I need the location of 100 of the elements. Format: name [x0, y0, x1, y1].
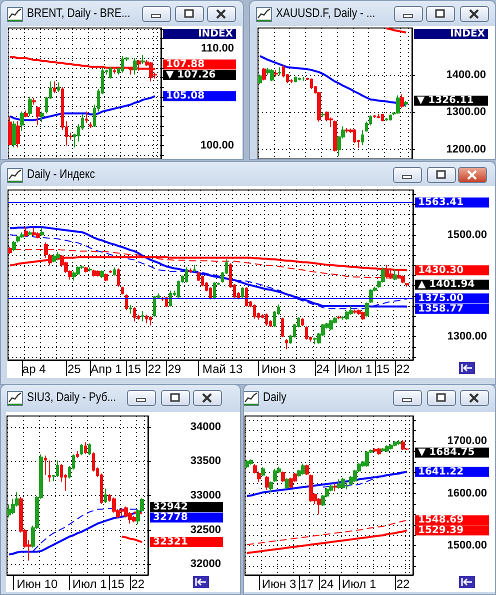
candlestick	[129, 304, 132, 314]
candlestick	[285, 338, 288, 350]
x-tick-label: 17	[300, 577, 314, 591]
candlestick	[189, 268, 192, 274]
candlestick	[404, 100, 408, 108]
candlestick	[298, 77, 301, 81]
candlestick	[197, 271, 200, 282]
candlestick	[294, 76, 297, 83]
candlestick	[117, 268, 120, 288]
candlestick	[52, 254, 56, 263]
x-tick-label: 24	[320, 577, 334, 591]
ref-line-label: 1375.00	[418, 292, 464, 304]
data-label: 32321	[153, 536, 188, 548]
candlestick	[72, 270, 76, 282]
candlestick	[269, 480, 273, 492]
y-tick-label: 1300.00	[447, 330, 487, 343]
candlestick	[345, 127, 349, 134]
candlestick	[16, 120, 20, 148]
candlestick	[249, 458, 253, 466]
candlestick	[309, 474, 313, 502]
text: ▲ 1401.94	[418, 279, 475, 290]
candlestick	[36, 106, 40, 126]
x-tick-label: ар 4	[22, 362, 46, 376]
data-label: 107.88	[166, 58, 205, 70]
candlestick	[310, 78, 313, 90]
candlestick	[381, 447, 385, 452]
candlestick	[169, 290, 172, 308]
line-series	[246, 529, 408, 554]
candlestick	[84, 442, 87, 454]
candlestick	[185, 266, 188, 284]
text: ▼ 1326.11	[417, 95, 474, 106]
x-tick-label: 22	[148, 362, 162, 376]
candlestick	[193, 264, 196, 272]
x-tick-label: Июн 3	[262, 362, 296, 376]
candlestick	[20, 232, 24, 238]
y-tick-label: 1200.00	[446, 144, 486, 156]
x-tick-label: 22	[396, 577, 410, 591]
candlestick	[24, 226, 28, 238]
data-label: 1358.77	[418, 303, 464, 314]
candlestick	[109, 270, 112, 274]
line-series	[246, 520, 408, 546]
candlestick	[32, 97, 36, 106]
x-tick-label: Июн 10	[16, 577, 58, 591]
y-tick-label: 100.00	[200, 139, 234, 152]
candlestick	[113, 266, 116, 276]
chart-title: BRENT, Daily - BRE...	[27, 6, 130, 20]
candlestick	[120, 507, 124, 517]
text: 32942	[153, 502, 188, 512]
chart-title: Daily - Индекс	[27, 167, 95, 181]
text: INDEX	[450, 28, 486, 40]
candlestick	[261, 466, 265, 477]
candlestick	[353, 309, 357, 314]
candlestick	[80, 444, 83, 456]
candlestick	[121, 286, 124, 295]
candlestick	[361, 311, 365, 320]
y-tick-label: 1700.00	[447, 435, 487, 448]
candlestick	[24, 110, 28, 118]
candlestick	[245, 286, 248, 308]
y-tick-label: 1600.00	[447, 487, 487, 500]
candlestick	[262, 68, 266, 81]
candlestick	[88, 266, 92, 272]
candlestick	[278, 66, 281, 76]
candlestick	[133, 306, 136, 322]
text: INDEX	[198, 28, 234, 40]
candlestick	[400, 94, 404, 108]
candlestick	[301, 318, 304, 326]
candlestick	[153, 295, 156, 318]
candlestick	[333, 120, 337, 152]
candlestick	[213, 282, 216, 300]
candlestick	[44, 455, 47, 476]
candlestick	[40, 110, 44, 123]
y-tick-label: 34000	[190, 420, 221, 433]
candlestick	[129, 67, 133, 76]
candlestick	[109, 66, 112, 79]
candlestick	[281, 470, 285, 482]
candlestick	[377, 114, 380, 119]
candlestick	[285, 478, 289, 490]
candlestick	[361, 130, 364, 146]
y-tick-label: 32000	[190, 558, 221, 570]
candlestick	[301, 463, 305, 476]
candlestick	[405, 282, 409, 288]
x-tick-label: 15	[111, 577, 125, 591]
candlestick	[53, 80, 56, 94]
candlestick	[40, 227, 44, 236]
chart-title: XAUUSD.F, Daily - ...	[276, 6, 376, 20]
candlestick	[76, 450, 79, 458]
candlestick	[241, 286, 244, 298]
candlestick	[141, 310, 144, 322]
candlestick	[270, 68, 274, 82]
candlestick	[333, 482, 337, 492]
candlestick	[381, 113, 384, 122]
candlestick	[305, 326, 308, 340]
data-label: 1529.39	[418, 524, 464, 536]
candlestick	[329, 319, 333, 330]
y-tick-label: 110.00	[200, 42, 234, 54]
x-tick-label: Июл 1	[72, 577, 108, 591]
candlestick	[337, 315, 341, 320]
x-tick-label: Июл 1	[342, 577, 377, 591]
data-label: 1641.22	[418, 466, 464, 478]
candlestick	[365, 450, 369, 468]
